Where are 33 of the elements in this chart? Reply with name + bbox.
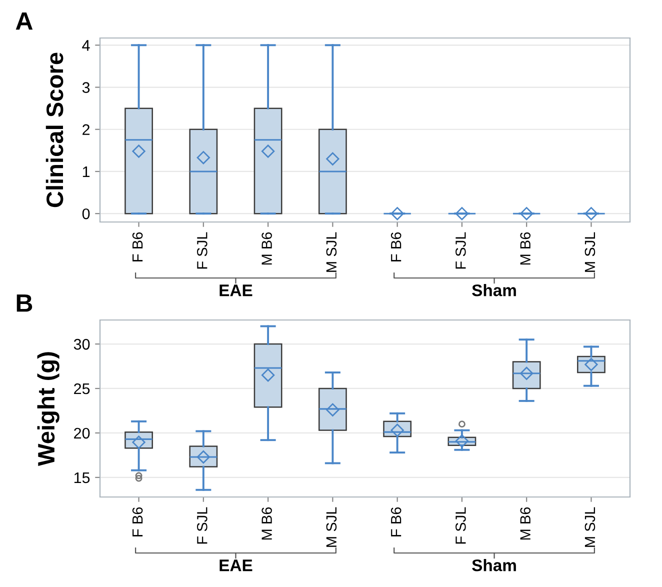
y-tick-label: 30	[74, 338, 90, 350]
y-tick-label: 20	[74, 428, 90, 439]
x-tick-label: M SJL	[326, 232, 337, 272]
y-axis-title: Clinical Score	[46, 52, 64, 208]
x-tick-label: M SJL	[584, 232, 596, 272]
x-tick-label: M SJL	[326, 507, 337, 547]
chart-title: B	[16, 294, 32, 312]
x-tick-label: F B6	[132, 232, 143, 262]
text: EAE	[220, 560, 252, 572]
y-tick-label: 0	[82, 208, 90, 220]
x-tick-label: M B6	[262, 507, 272, 540]
x-tick-label: M B6	[520, 232, 530, 265]
x-tick-label: M SJL	[584, 507, 596, 547]
text: Sham	[472, 284, 516, 296]
x-tick-label: F B6	[132, 507, 143, 536]
x-tick-label: F B6	[390, 507, 402, 536]
chart-title: A	[16, 12, 33, 30]
x-tick-label: F SJL	[197, 232, 208, 269]
y-axis-title: Weight (g)	[37, 352, 60, 466]
y-tick-label: 25	[74, 383, 90, 394]
x-tick-label: M B6	[262, 232, 272, 265]
x-tick-label: F B6	[390, 232, 402, 262]
y-tick-label: 15	[74, 472, 90, 484]
y-tick-label: 3	[82, 82, 90, 93]
y-tick-label: 1	[82, 166, 90, 178]
text: EAE	[220, 284, 252, 296]
text: Sham	[472, 559, 516, 572]
y-tick-label: 2	[82, 124, 90, 135]
x-tick-label: F SJL	[197, 507, 208, 544]
y-tick-label: 4	[82, 40, 90, 51]
x-tick-label: M B6	[520, 507, 530, 540]
x-tick-label: F SJL	[456, 232, 466, 269]
x-tick-label: F SJL	[456, 507, 466, 544]
